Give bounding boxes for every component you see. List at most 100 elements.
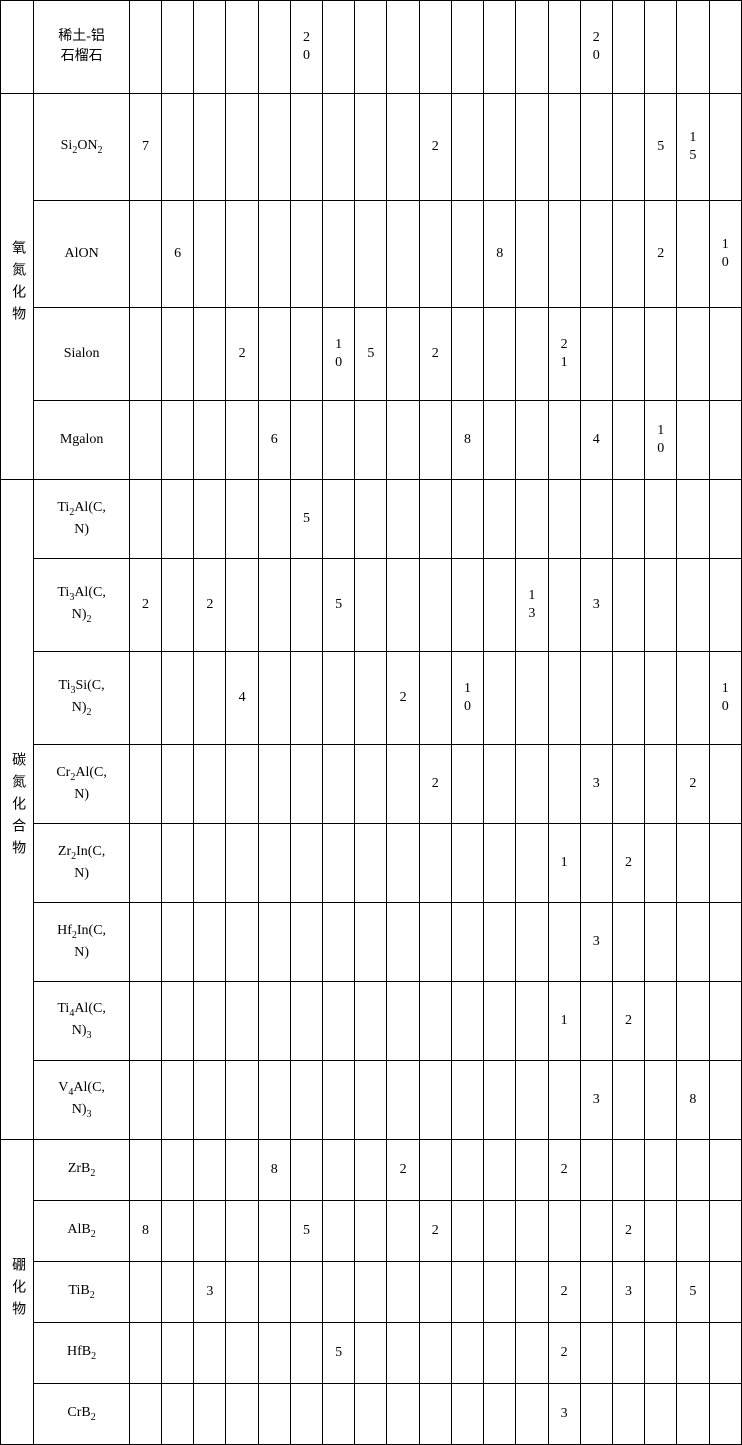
- value-cell: [451, 1140, 483, 1201]
- value-cell: [290, 1061, 322, 1140]
- value-cell: [290, 401, 322, 480]
- value-cell: [548, 559, 580, 652]
- value-cell: [323, 1384, 355, 1445]
- value-cell: 1: [548, 824, 580, 903]
- value-cell: [129, 201, 161, 308]
- value-cell: [162, 903, 194, 982]
- value-cell: [387, 1061, 419, 1140]
- value-cell: [709, 1061, 741, 1140]
- value-cell: 10: [645, 401, 677, 480]
- value-cell: 2: [645, 201, 677, 308]
- group-label: 硼化物: [1, 1140, 34, 1445]
- value-cell: [355, 559, 387, 652]
- value-cell: [516, 1384, 548, 1445]
- value-cell: [387, 559, 419, 652]
- compound-name: Ti3Al(C,N)2: [34, 559, 130, 652]
- value-cell: 2: [548, 1323, 580, 1384]
- value-cell: [419, 401, 451, 480]
- value-cell: [355, 745, 387, 824]
- value-cell: [451, 1384, 483, 1445]
- value-cell: [162, 652, 194, 745]
- value-cell: [548, 903, 580, 982]
- value-cell: [516, 982, 548, 1061]
- value-cell: [419, 824, 451, 903]
- value-cell: [162, 480, 194, 559]
- value-cell: 2: [387, 652, 419, 745]
- value-cell: [258, 1201, 290, 1262]
- value-cell: 10: [323, 308, 355, 401]
- value-cell: 5: [645, 94, 677, 201]
- value-cell: [580, 982, 612, 1061]
- value-cell: [355, 1262, 387, 1323]
- value-cell: [484, 1061, 516, 1140]
- value-cell: 3: [580, 559, 612, 652]
- value-cell: [323, 1262, 355, 1323]
- value-cell: [355, 1140, 387, 1201]
- value-cell: [129, 824, 161, 903]
- value-cell: [258, 982, 290, 1061]
- value-cell: [677, 401, 709, 480]
- value-cell: [129, 1384, 161, 1445]
- value-cell: [290, 1140, 322, 1201]
- value-cell: [516, 1201, 548, 1262]
- compound-name: Hf2In(C,N): [34, 903, 130, 982]
- value-cell: [709, 1384, 741, 1445]
- value-cell: [548, 94, 580, 201]
- value-cell: [258, 824, 290, 903]
- value-cell: [290, 559, 322, 652]
- value-cell: [709, 1, 741, 94]
- compound-name: Ti4Al(C,N)3: [34, 982, 130, 1061]
- compound-name: Zr2In(C,N): [34, 824, 130, 903]
- value-cell: 3: [612, 1262, 644, 1323]
- value-cell: 2: [677, 745, 709, 824]
- value-cell: [709, 1201, 741, 1262]
- value-cell: [484, 903, 516, 982]
- value-cell: [419, 903, 451, 982]
- value-cell: [258, 1384, 290, 1445]
- value-cell: [677, 824, 709, 903]
- value-cell: [548, 1061, 580, 1140]
- value-cell: [709, 745, 741, 824]
- value-cell: [612, 1, 644, 94]
- value-cell: [419, 1384, 451, 1445]
- value-cell: [355, 903, 387, 982]
- value-cell: [645, 308, 677, 401]
- value-cell: 3: [580, 1061, 612, 1140]
- value-cell: [580, 94, 612, 201]
- value-cell: 5: [355, 308, 387, 401]
- value-cell: [162, 982, 194, 1061]
- value-cell: [548, 1201, 580, 1262]
- value-cell: [612, 401, 644, 480]
- value-cell: [323, 652, 355, 745]
- value-cell: 20: [580, 1, 612, 94]
- value-cell: 2: [194, 559, 226, 652]
- value-cell: [162, 1262, 194, 1323]
- value-cell: [129, 401, 161, 480]
- compound-name: HfB2: [34, 1323, 130, 1384]
- value-cell: [290, 308, 322, 401]
- group-label: 氧氮化物: [1, 94, 34, 480]
- value-cell: [451, 1061, 483, 1140]
- value-cell: [323, 480, 355, 559]
- compound-name: Sialon: [34, 308, 130, 401]
- value-cell: [162, 308, 194, 401]
- value-cell: [129, 1, 161, 94]
- value-cell: [484, 824, 516, 903]
- value-cell: 2: [419, 745, 451, 824]
- value-cell: [323, 94, 355, 201]
- value-cell: [548, 1, 580, 94]
- compound-name: Si2ON2: [34, 94, 130, 201]
- value-cell: [645, 1061, 677, 1140]
- value-cell: [580, 201, 612, 308]
- value-cell: [226, 1, 258, 94]
- value-cell: [580, 1323, 612, 1384]
- value-cell: [709, 1140, 741, 1201]
- value-cell: [677, 1323, 709, 1384]
- compound-name: Cr2Al(C,N): [34, 745, 130, 824]
- value-cell: [387, 201, 419, 308]
- compound-name: 稀土-铝石榴石: [34, 1, 130, 94]
- value-cell: [419, 1140, 451, 1201]
- value-cell: [677, 903, 709, 982]
- value-cell: [323, 1061, 355, 1140]
- value-cell: [548, 480, 580, 559]
